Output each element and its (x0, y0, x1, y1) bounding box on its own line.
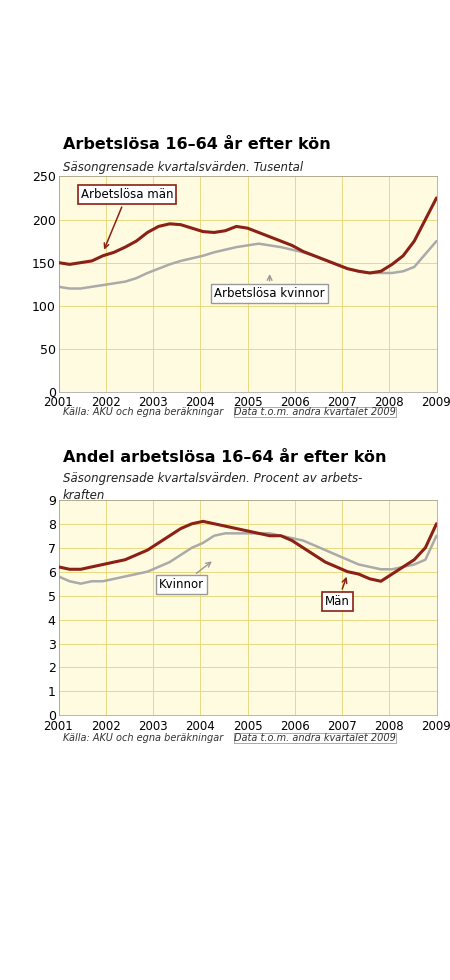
Text: Andel arbetslösa 16–64 år efter kön: Andel arbetslösa 16–64 år efter kön (63, 451, 387, 465)
Text: Män: Män (325, 578, 350, 609)
Text: Säsongrensade kvartalsvärden. Procent av arbets-: Säsongrensade kvartalsvärden. Procent av… (63, 472, 362, 485)
Text: Källa: AKU och egna beräkningar: Källa: AKU och egna beräkningar (63, 733, 223, 743)
Text: Källa: AKU och egna beräkningar: Källa: AKU och egna beräkningar (63, 407, 223, 416)
Text: Säsongrensade kvartalsvärden. Tusental: Säsongrensade kvartalsvärden. Tusental (63, 162, 303, 174)
Text: kraften: kraften (63, 489, 105, 502)
Text: Arbetslösa 16–64 år efter kön: Arbetslösa 16–64 år efter kön (63, 137, 331, 152)
Text: Data t.o.m. andra kvartalet 2009: Data t.o.m. andra kvartalet 2009 (234, 733, 396, 743)
Text: Data t.o.m. andra kvartalet 2009: Data t.o.m. andra kvartalet 2009 (234, 407, 396, 416)
Text: Kvinnor: Kvinnor (158, 563, 211, 592)
Text: Arbetslösa kvinnor: Arbetslösa kvinnor (214, 275, 325, 300)
Text: Arbetslösa män: Arbetslösa män (81, 188, 173, 248)
